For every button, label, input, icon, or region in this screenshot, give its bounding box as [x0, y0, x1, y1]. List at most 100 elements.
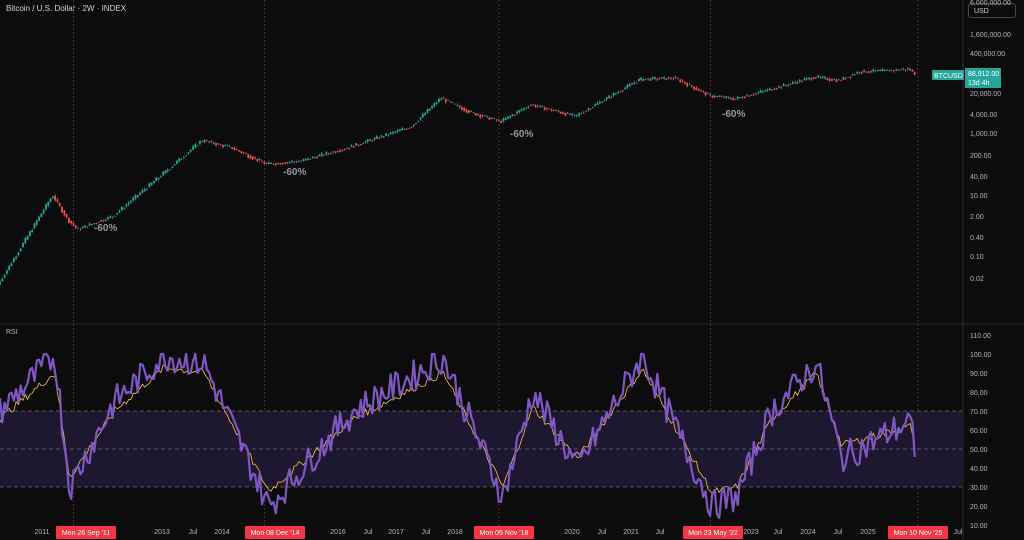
candle-body [267, 162, 270, 165]
candle-body [178, 158, 181, 162]
candle-body [490, 118, 493, 119]
candle-body [913, 71, 916, 75]
candle-body [821, 76, 824, 78]
candle-body [304, 158, 307, 161]
candle-body [575, 114, 578, 117]
candle-body [690, 85, 693, 87]
candle-body [362, 143, 365, 145]
candle-body [194, 144, 197, 148]
candle-body [435, 102, 438, 105]
candle-body [139, 192, 142, 195]
candle-body [350, 145, 353, 148]
candle-body [789, 83, 792, 85]
candle-body [527, 106, 530, 108]
candle-body [768, 88, 771, 91]
candle-body [284, 162, 286, 164]
candle-body [587, 108, 590, 111]
drawdown-annotation: -60% [510, 129, 533, 140]
candle-body [596, 102, 599, 105]
candle-body [205, 140, 208, 142]
candle-body [741, 97, 744, 99]
rsi-axis-label: 20.00 [970, 504, 988, 511]
candle-body [355, 143, 358, 146]
candle-body [100, 220, 103, 222]
candle-body [215, 143, 217, 146]
candle-body [608, 95, 610, 99]
candle-body [647, 78, 649, 80]
candle-body [295, 161, 298, 163]
candle-body [571, 113, 574, 115]
candle-body [550, 109, 553, 111]
candle-body [557, 111, 560, 112]
candle-body [389, 132, 392, 135]
candle-body [635, 82, 638, 84]
candle-body [392, 131, 394, 134]
candle-body [886, 69, 888, 71]
candle-body [681, 80, 684, 82]
candle-body [654, 77, 656, 79]
time-axis-label: 2011 [34, 529, 49, 536]
candle-body [346, 148, 348, 150]
candle-body [513, 114, 516, 116]
candle-body [870, 71, 872, 73]
candle-body [125, 204, 128, 207]
candle-body [858, 72, 861, 74]
candle-body [444, 99, 447, 102]
candle-body [332, 151, 335, 153]
candle-body [734, 98, 737, 100]
candle-body [364, 141, 367, 143]
candle-body [45, 204, 47, 210]
candle-body [801, 81, 803, 82]
candle-body [693, 86, 695, 90]
candle-body [872, 69, 875, 72]
candle-body [136, 195, 139, 197]
candle-body [683, 81, 686, 84]
candle-body [398, 129, 401, 132]
candle-body [844, 78, 847, 80]
candle-body [84, 225, 86, 228]
candle-body [58, 203, 61, 206]
candle-body [755, 93, 757, 94]
time-axis-label: Jul [656, 529, 665, 536]
time-axis-label: 2017 [388, 529, 404, 536]
candle-body [621, 90, 624, 92]
candle-body [79, 229, 82, 230]
date-marker-tag [474, 526, 534, 539]
candle-body [592, 107, 594, 108]
candle-body [481, 115, 484, 117]
candle-body [348, 147, 351, 149]
candle-body [120, 206, 123, 211]
candle-body [605, 97, 608, 100]
candle-body [396, 130, 399, 132]
candle-body [40, 213, 43, 218]
time-axis-label: 2023 [743, 529, 759, 536]
candle-body [626, 84, 629, 88]
candle-body [518, 110, 521, 113]
candle-body [785, 84, 787, 86]
candle-body [644, 78, 647, 80]
candle-body [222, 144, 224, 147]
candle-body [157, 177, 160, 180]
candle-body [286, 162, 289, 164]
candle-body [888, 70, 891, 72]
candle-body [155, 177, 158, 182]
candle-body [293, 161, 296, 163]
candle-body [327, 153, 330, 155]
currency-button[interactable]: USD [968, 3, 1016, 18]
candle-body [750, 94, 753, 96]
candle-body [663, 76, 666, 79]
candle-body [454, 103, 456, 105]
candle-body [302, 159, 305, 161]
candle-body [403, 128, 406, 130]
candle-body [539, 105, 541, 107]
last-price-value: 88,912.00 [968, 71, 999, 78]
candle-body [424, 112, 427, 116]
candle-body [601, 102, 604, 103]
candle-body [249, 155, 252, 159]
candle-body [782, 84, 785, 87]
candle-body [729, 98, 732, 99]
candle-body [148, 183, 151, 188]
candle-body [38, 216, 40, 221]
candle-body [451, 102, 454, 103]
